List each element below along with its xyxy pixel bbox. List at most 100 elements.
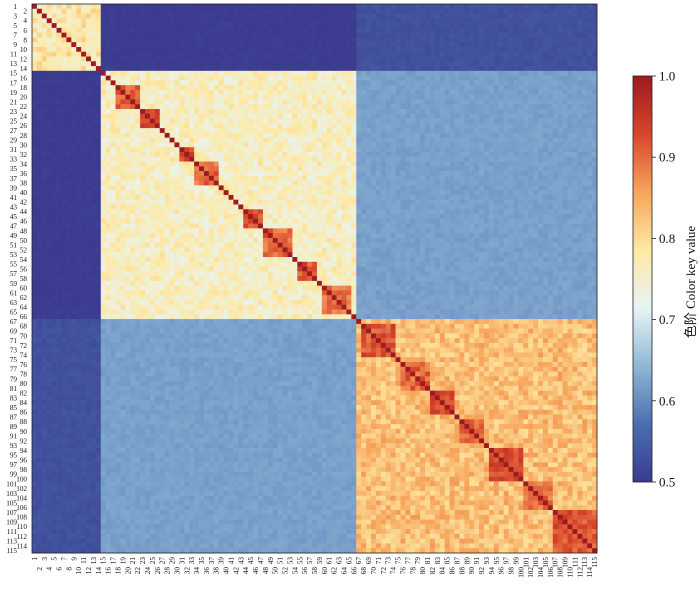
heatmap-cell bbox=[464, 118, 470, 124]
heatmap-cell bbox=[51, 8, 57, 14]
heatmap-cell bbox=[149, 99, 156, 105]
heatmap-cell bbox=[297, 61, 303, 67]
heatmap-cell bbox=[46, 23, 52, 29]
heatmap-cell bbox=[292, 94, 298, 100]
heatmap-cell bbox=[41, 51, 48, 57]
heatmap-cell bbox=[479, 8, 485, 14]
heatmap-cell bbox=[218, 204, 224, 210]
heatmap-cell bbox=[547, 166, 554, 172]
heatmap-cell bbox=[400, 128, 406, 134]
heatmap-cell bbox=[444, 171, 450, 177]
heatmap-cell bbox=[587, 180, 593, 186]
heatmap-cell bbox=[528, 137, 534, 143]
heatmap-cell bbox=[71, 118, 77, 124]
heatmap-cell bbox=[444, 190, 450, 196]
heatmap-cell bbox=[577, 142, 583, 148]
heatmap-cell bbox=[405, 94, 411, 100]
heatmap-cell bbox=[307, 94, 313, 100]
heatmap-cell bbox=[218, 128, 224, 134]
heatmap-cell bbox=[61, 180, 67, 186]
heatmap-cell bbox=[292, 132, 298, 139]
heatmap-cell bbox=[459, 42, 465, 48]
heatmap-cell bbox=[547, 66, 554, 72]
heatmap-cell bbox=[100, 209, 107, 215]
heatmap-cell bbox=[100, 199, 107, 205]
heatmap-cell bbox=[533, 42, 539, 48]
heatmap-cell bbox=[552, 118, 559, 124]
heatmap-cell bbox=[547, 94, 554, 100]
heatmap-cell bbox=[194, 94, 200, 100]
heatmap-cell bbox=[366, 132, 372, 139]
heatmap-cell bbox=[287, 70, 293, 76]
heatmap-cell bbox=[425, 190, 431, 196]
heatmap-cell bbox=[528, 75, 534, 81]
heatmap-cell bbox=[41, 137, 48, 143]
heatmap-cell bbox=[125, 204, 131, 210]
heatmap-cell bbox=[282, 109, 288, 115]
heatmap-cell bbox=[488, 104, 495, 110]
heatmap-cell bbox=[66, 23, 72, 29]
heatmap-cell bbox=[159, 42, 165, 48]
heatmap-cell bbox=[351, 166, 357, 172]
heatmap-cell bbox=[66, 27, 72, 33]
heatmap-cell bbox=[36, 75, 43, 81]
heatmap-cell bbox=[508, 99, 514, 105]
heatmap-cell bbox=[331, 137, 337, 143]
heatmap-cell bbox=[76, 27, 82, 33]
heatmap-cell bbox=[562, 32, 568, 38]
heatmap-cell bbox=[145, 80, 151, 86]
heatmap-cell bbox=[513, 128, 519, 134]
heatmap-cell bbox=[552, 75, 559, 81]
heatmap-cell bbox=[135, 142, 141, 148]
heatmap-cell bbox=[498, 13, 504, 19]
heatmap-cell bbox=[253, 180, 259, 186]
heatmap-cell bbox=[297, 204, 303, 210]
heatmap-cell bbox=[41, 46, 48, 53]
heatmap-cell bbox=[262, 46, 269, 53]
heatmap-cell bbox=[105, 99, 111, 105]
heatmap-cell bbox=[562, 199, 568, 205]
heatmap-cell bbox=[503, 4, 509, 10]
heatmap-cell bbox=[292, 156, 298, 162]
heatmap-cell bbox=[336, 194, 342, 201]
heatmap-cell bbox=[513, 80, 519, 86]
heatmap-cell bbox=[429, 137, 436, 143]
heatmap-cell bbox=[307, 156, 313, 162]
heatmap-cell bbox=[71, 94, 77, 100]
heatmap-cell bbox=[341, 75, 347, 81]
heatmap-cell bbox=[405, 113, 411, 119]
heatmap-cell bbox=[71, 175, 77, 181]
heatmap-cell bbox=[213, 171, 220, 177]
heatmap-cell bbox=[351, 4, 357, 10]
heatmap-cell bbox=[567, 171, 573, 177]
heatmap-cell bbox=[592, 89, 598, 96]
heatmap-cell bbox=[81, 8, 87, 14]
heatmap-cell bbox=[46, 113, 52, 119]
heatmap-cell bbox=[277, 46, 283, 53]
heatmap-cell bbox=[253, 209, 259, 215]
heatmap-cell bbox=[567, 70, 573, 76]
heatmap-cell bbox=[464, 75, 470, 81]
heatmap-cell bbox=[552, 13, 559, 19]
heatmap-cell bbox=[513, 4, 519, 10]
heatmap-cell bbox=[523, 128, 529, 134]
heatmap-cell bbox=[331, 171, 337, 177]
heatmap-cell bbox=[179, 123, 185, 129]
heatmap-cell bbox=[390, 4, 396, 10]
heatmap-cell bbox=[66, 132, 72, 139]
heatmap-cell bbox=[498, 118, 504, 124]
heatmap-cell bbox=[213, 27, 220, 33]
heatmap-cell bbox=[346, 137, 352, 143]
heatmap-cell bbox=[331, 151, 337, 158]
heatmap-cell bbox=[513, 180, 519, 186]
heatmap-cell bbox=[41, 104, 48, 110]
heatmap-cell bbox=[572, 128, 578, 134]
heatmap-cell bbox=[351, 161, 357, 167]
heatmap-cell bbox=[169, 194, 175, 201]
heatmap-cell bbox=[297, 190, 303, 196]
heatmap-cell bbox=[51, 66, 57, 72]
heatmap-cell bbox=[562, 18, 568, 24]
heatmap-cell bbox=[577, 123, 583, 129]
heatmap-cell bbox=[326, 166, 333, 172]
heatmap-cell bbox=[366, 13, 372, 19]
